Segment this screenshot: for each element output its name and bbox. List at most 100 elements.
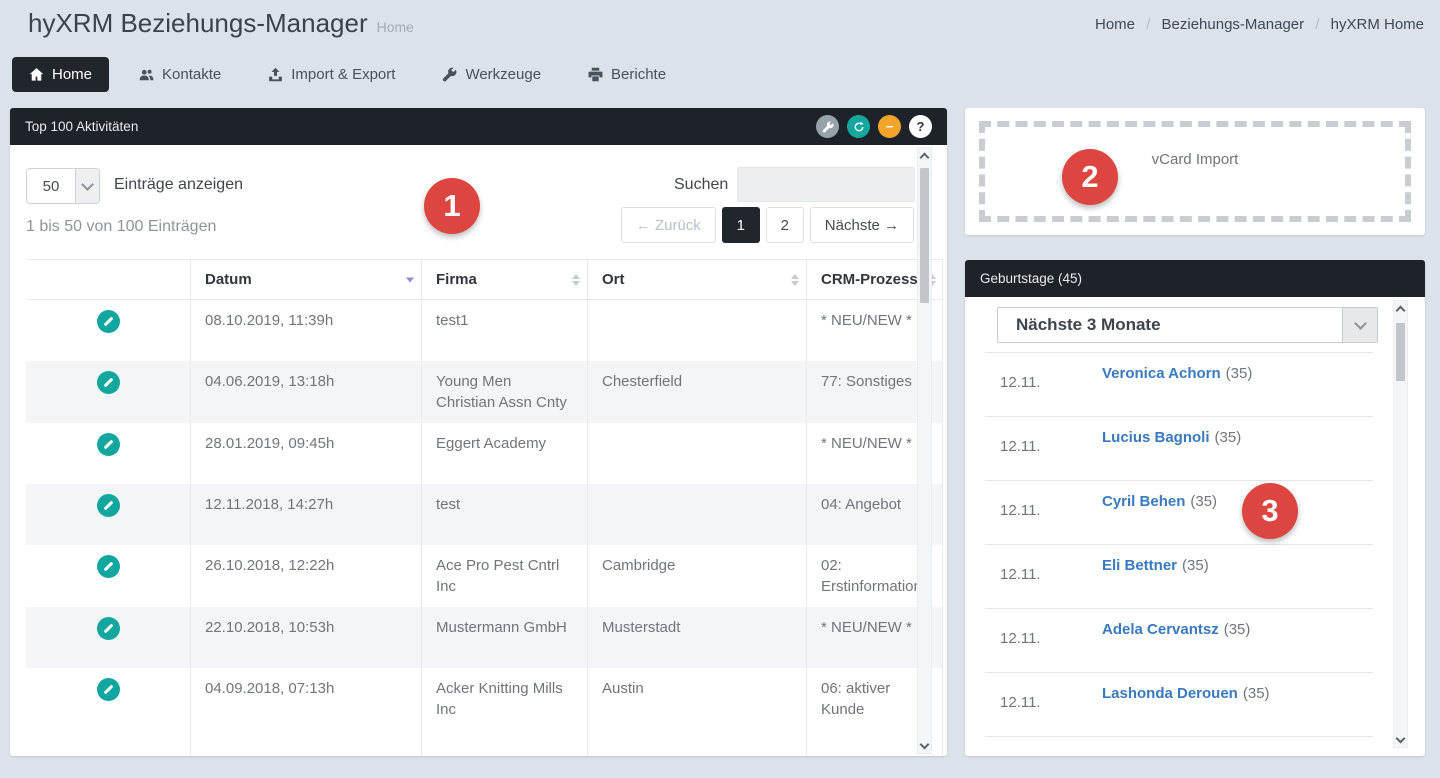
birthday-date: 12.11.	[1000, 694, 1041, 711]
table-row[interactable]: 26.10.2018, 12:22h Ace Pro Pest Cntrl In…	[26, 545, 943, 607]
birthday-row: 12.11. Charles Dunham(35)	[985, 737, 1373, 747]
birthday-range-value: Nächste 3 Monate	[1016, 315, 1161, 334]
cell-datum: 26.10.2018, 12:22h	[190, 545, 422, 607]
birthday-range-select[interactable]: Nächste 3 Monate	[997, 307, 1378, 343]
vertical-scrollbar[interactable]	[1393, 300, 1408, 748]
birthday-row: 12.11. Lashonda Derouen (35)	[985, 673, 1373, 737]
page-length-select[interactable]: 50	[26, 168, 100, 204]
annotation-3: 3	[1242, 483, 1298, 539]
scrollbar-thumb[interactable]	[1396, 323, 1405, 381]
column-header[interactable]	[26, 259, 191, 300]
cell-ort: Cambridge	[587, 545, 807, 607]
search-input[interactable]	[737, 167, 915, 202]
table-row-partial	[26, 730, 943, 756]
column-header[interactable]: Firma	[421, 259, 588, 300]
birthday-age: (35)	[1225, 365, 1253, 382]
refresh-button[interactable]	[847, 115, 870, 138]
cell-datum: 04.09.2018, 07:13h	[190, 668, 422, 730]
breadcrumb: Home / Beziehungs-Manager / hyXRM Home	[1095, 16, 1424, 33]
table-row[interactable]: 28.01.2019, 09:45h Eggert Academy * NEU/…	[26, 423, 943, 484]
breadcrumb-hyxrm-home: hyXRM Home	[1330, 16, 1424, 33]
home-icon	[29, 68, 44, 81]
scroll-down-arrow-icon[interactable]	[1394, 731, 1407, 745]
main-nav: Home Kontakte Import & Export Werkzeuge …	[12, 57, 683, 92]
page-subtitle: Home	[376, 19, 414, 35]
table-row[interactable]: 08.10.2019, 11:39h test1 * NEU/NEW * tes…	[26, 299, 943, 361]
birthday-name-link[interactable]: Veronica Achorn	[1102, 365, 1221, 382]
sort-icon	[928, 273, 936, 286]
tab-home[interactable]: Home	[12, 57, 110, 92]
edit-icon[interactable]	[96, 494, 120, 517]
cell-datum: 12.11.2018, 14:27h	[190, 484, 422, 545]
annotation-2: 2	[1062, 149, 1118, 205]
birthday-age: (35)	[1242, 685, 1270, 702]
tab-werkzeuge[interactable]: Werkzeuge	[425, 57, 558, 92]
print-icon	[588, 67, 603, 82]
wrench-icon	[822, 121, 834, 133]
annotation-1: 1	[424, 178, 480, 234]
table-row[interactable]: 04.09.2018, 07:13h Acker Knitting Mills …	[26, 668, 943, 730]
table-row[interactable]: 04.06.2019, 13:18h Young Men Christian A…	[26, 361, 943, 423]
activities-table: DatumFirmaOrtCRM-ProzessKategorieMatchco…	[26, 259, 943, 756]
birthday-row: 12.11. Adela Cervantsz (35)	[985, 609, 1373, 673]
activities-panel-body: 50 Einträge anzeigen 1 bis 50 von 100 Ei…	[10, 145, 947, 756]
scroll-down-arrow-icon[interactable]	[918, 737, 931, 751]
birthday-name-link[interactable]: Adela Cervantsz	[1102, 621, 1219, 638]
vertical-scrollbar[interactable]	[917, 147, 932, 754]
table-row[interactable]: 22.10.2018, 10:53h Mustermann GmbH Muste…	[26, 607, 943, 668]
column-header[interactable]: Ort	[587, 259, 807, 300]
birthday-name-link[interactable]: Eli Bettner	[1102, 557, 1178, 574]
birthday-age: (35)	[1182, 557, 1209, 574]
cell-datum: 08.10.2019, 11:39h	[190, 299, 422, 361]
scroll-up-arrow-icon[interactable]	[1394, 303, 1407, 317]
breadcrumb-beziehungs-manager[interactable]: Beziehungs-Manager	[1161, 16, 1305, 33]
sort-icon	[572, 273, 580, 286]
dropzone-dashed-border	[979, 121, 1411, 222]
birthday-date: 12.11.	[1000, 502, 1041, 519]
vcard-import-label: vCard Import	[1151, 151, 1239, 168]
birthday-name-link[interactable]: Lucius Bagnoli	[1102, 429, 1210, 446]
cell-firma: Young Men Christian Assn Cnty	[421, 361, 588, 423]
settings-button[interactable]	[816, 115, 839, 138]
scroll-up-arrow-icon[interactable]	[918, 150, 931, 164]
column-header[interactable]: Datum	[190, 259, 422, 300]
edit-icon[interactable]	[96, 310, 120, 333]
table-row[interactable]: 12.11.2018, 14:27h test 04: Angebot Lief…	[26, 484, 943, 545]
scrollbar-thumb[interactable]	[920, 168, 929, 303]
tab-kontakte[interactable]: Kontakte	[122, 57, 238, 92]
edit-icon[interactable]	[96, 678, 120, 701]
pagination-prev-button[interactable]: ← Zurück	[620, 207, 716, 243]
tab-import-export[interactable]: Import & Export	[251, 57, 412, 92]
activities-panel-header: Top 100 Aktivitäten − ?	[10, 108, 947, 145]
cell-firma: test1	[421, 299, 588, 361]
birthday-date: 12.11.	[1000, 438, 1041, 455]
edit-icon[interactable]	[96, 371, 120, 394]
pagination-page-button[interactable]: 1	[721, 207, 760, 243]
vcard-import-dropzone[interactable]: vCard Import	[965, 108, 1425, 235]
birthday-row: 12.11. Veronica Achorn (35)	[985, 353, 1373, 417]
breadcrumb-home[interactable]: Home	[1095, 16, 1136, 33]
birthday-name-link[interactable]: Cyril Behen	[1102, 493, 1186, 510]
birthday-name-link[interactable]: Lashonda Derouen	[1102, 685, 1238, 702]
pagination-next-button[interactable]: Nächste →	[809, 207, 914, 243]
birthdays-panel-title: Geburtstage (45)	[980, 271, 1083, 286]
edit-icon[interactable]	[96, 617, 120, 640]
chevron-down-icon	[1342, 308, 1377, 342]
cell-ort: Musterstadt	[587, 607, 807, 668]
minimize-button[interactable]: −	[878, 115, 901, 138]
birthdays-panel: Geburtstage (45) Nächste 3 Monate 12.11.…	[965, 260, 1425, 756]
breadcrumb-separator: /	[1146, 16, 1151, 33]
edit-icon[interactable]	[96, 555, 120, 578]
edit-icon[interactable]	[96, 433, 120, 456]
cell-ort	[587, 484, 807, 545]
cell-ort: Austin	[587, 668, 807, 730]
birthdays-panel-header: Geburtstage (45)	[965, 260, 1425, 297]
birthday-age: (35)	[1214, 429, 1242, 446]
tab-berichte[interactable]: Berichte	[571, 57, 683, 92]
birthday-age: (35)	[1190, 493, 1218, 510]
help-button[interactable]: ?	[909, 115, 932, 138]
cell-firma: Ace Pro Pest Cntrl Inc	[421, 545, 588, 607]
pagination-page-button[interactable]: 2	[765, 207, 804, 243]
cell-firma: Acker Knitting Mills Inc	[421, 668, 588, 730]
users-icon	[139, 69, 154, 81]
